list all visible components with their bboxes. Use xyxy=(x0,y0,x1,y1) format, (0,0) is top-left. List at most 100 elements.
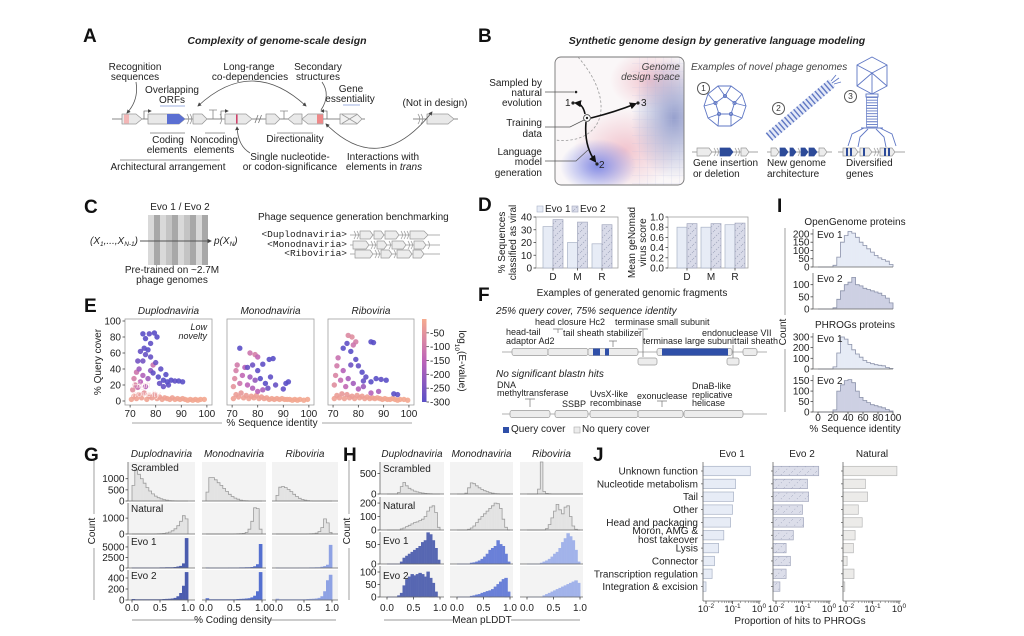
bar-evo2-r xyxy=(734,222,746,269)
tick-base: 10 xyxy=(864,604,875,615)
label-tail-stabilizer: tail sheath stabilizer xyxy=(563,328,643,338)
histogram-bin xyxy=(847,231,852,268)
histogram-bin xyxy=(563,585,567,598)
scatter-point xyxy=(147,340,154,347)
x-tick-label: 100 xyxy=(892,603,907,615)
histogram-evo1-riboviria xyxy=(272,536,338,569)
benchmark-title: Phage sequence generation benchmarking xyxy=(258,212,449,223)
scatter-point xyxy=(234,362,240,368)
bar-evo1-m xyxy=(567,242,578,269)
y-tick-label: 40 xyxy=(521,213,533,224)
panel-label-j: J xyxy=(593,445,604,466)
model-input-sequence: (X1,...,XN-1) xyxy=(90,236,138,250)
x-tick-label: 100 xyxy=(885,413,902,424)
histogram-bin xyxy=(292,494,296,502)
scatter-point xyxy=(334,363,340,369)
histogram-natural-riboviria xyxy=(520,497,583,531)
y-tick-label: 100 xyxy=(793,354,810,365)
bar-unknown xyxy=(772,465,820,477)
generation-arrow-1 xyxy=(573,100,586,115)
scatter-point xyxy=(353,356,359,363)
x-tick-label: 80 xyxy=(252,409,264,420)
scatter-point xyxy=(169,395,175,401)
histogram-evo2-riboviria: 0.0 0.5 1.0 xyxy=(520,566,587,614)
single-nt-label-line1: Single nucleotide- xyxy=(250,152,330,163)
x-tick-label: 10-1 xyxy=(864,603,881,615)
legend-label-no-query-cover: No query cover xyxy=(582,424,650,435)
y-tick-label: 50 xyxy=(365,580,377,591)
x-axis-label: % Sequence identity xyxy=(226,418,317,429)
category-label-line: Moron, AMG & xyxy=(632,526,698,537)
x-tick-label: 1.0 xyxy=(573,603,587,614)
colorbar-tick-label: -200 xyxy=(430,370,450,381)
y-axis-label: classified as viral xyxy=(508,205,519,281)
histogram-bin xyxy=(859,285,864,310)
category-label: Nucleotide metabolism xyxy=(597,479,698,490)
scatter-point xyxy=(232,375,238,382)
secondary-label-line1: Secondary xyxy=(294,62,342,73)
scatter-point xyxy=(340,345,346,351)
scatter-point xyxy=(137,379,144,385)
x-tick-label: 0.0 xyxy=(380,603,394,614)
reverse-gene-arrow xyxy=(287,113,303,125)
scatter-point xyxy=(341,395,348,402)
scatter-point xyxy=(383,377,389,383)
histogram-bin xyxy=(429,578,433,598)
scatter-point xyxy=(270,355,276,362)
tag-riboviria: <Riboviria> xyxy=(284,248,347,259)
histogram-evo2-monodnaviria: 0.0 0.5 1.0 xyxy=(450,566,517,614)
histogram-bin xyxy=(289,491,293,502)
point-2-label: 2 xyxy=(599,160,605,171)
histogram-bin xyxy=(499,544,503,565)
label-methyltransferase-line1: DNA xyxy=(497,380,517,390)
histogram-bin xyxy=(504,578,508,598)
histogram-bin xyxy=(574,550,578,565)
bar-connector xyxy=(842,555,848,567)
scatter-point xyxy=(135,358,141,364)
natural-evolution-boundary xyxy=(554,56,602,141)
scatter-point xyxy=(141,390,147,396)
directionality-label: Directionality xyxy=(266,134,324,145)
label-endonuclease: endonuclease VII xyxy=(702,328,772,338)
fragment-2-title: No significant blastn hits xyxy=(496,369,604,380)
histogram-bin xyxy=(847,379,852,413)
scatter-panel-riboviria: Riboviria 70 80 90 100 xyxy=(327,306,417,420)
scatter-point xyxy=(359,369,365,375)
colorbar-label-part: (E-value) xyxy=(456,351,467,392)
histogram-bin xyxy=(874,364,879,370)
tick-exponent: 0 xyxy=(762,603,766,610)
bar-integration xyxy=(702,581,707,592)
row-label: Evo 2 xyxy=(817,274,843,285)
scatter-point xyxy=(368,379,374,385)
x-tick-label: 0.0 xyxy=(450,603,464,614)
histogram-bin xyxy=(205,491,209,502)
scatter-point xyxy=(405,397,411,403)
histogram-evo1-riboviria xyxy=(520,532,583,565)
x-tick-label: 10-2 xyxy=(838,603,855,615)
category-label: Unknown function xyxy=(619,467,699,478)
secondary-label-line2: structures xyxy=(296,72,340,83)
histogram-bin xyxy=(434,591,438,598)
y-tick-label: 5000 xyxy=(102,542,125,553)
x-tick-label: 0.5 xyxy=(153,603,167,614)
example-2-caption-line1: New genome xyxy=(767,158,826,169)
histogram-scrambled-duplodnaviria xyxy=(380,462,444,495)
label-dnab-line1: DnaB-like xyxy=(692,381,732,391)
y-tick-label: 0 xyxy=(119,596,125,607)
fragment-1-title: 25% query cover, 75% sequence identity xyxy=(496,306,677,317)
scatter-point xyxy=(360,378,367,384)
scatter-point xyxy=(142,383,149,390)
x-tick-label: M xyxy=(573,272,581,283)
column-title: Riboviria xyxy=(286,449,325,460)
gene-tail-sheath xyxy=(742,348,758,356)
histogram-bin xyxy=(844,284,849,310)
lm-generation-label-line2: model xyxy=(514,157,542,168)
histogram-bin xyxy=(413,575,417,598)
histogram-bin xyxy=(840,384,845,413)
label-head-tail-line2: adaptor Ad2 xyxy=(506,336,555,346)
bar-evo2-m xyxy=(577,221,588,269)
example-3-number-badge: 3 xyxy=(844,90,857,103)
histogram-bin xyxy=(423,540,427,565)
scatter-point xyxy=(140,331,146,337)
